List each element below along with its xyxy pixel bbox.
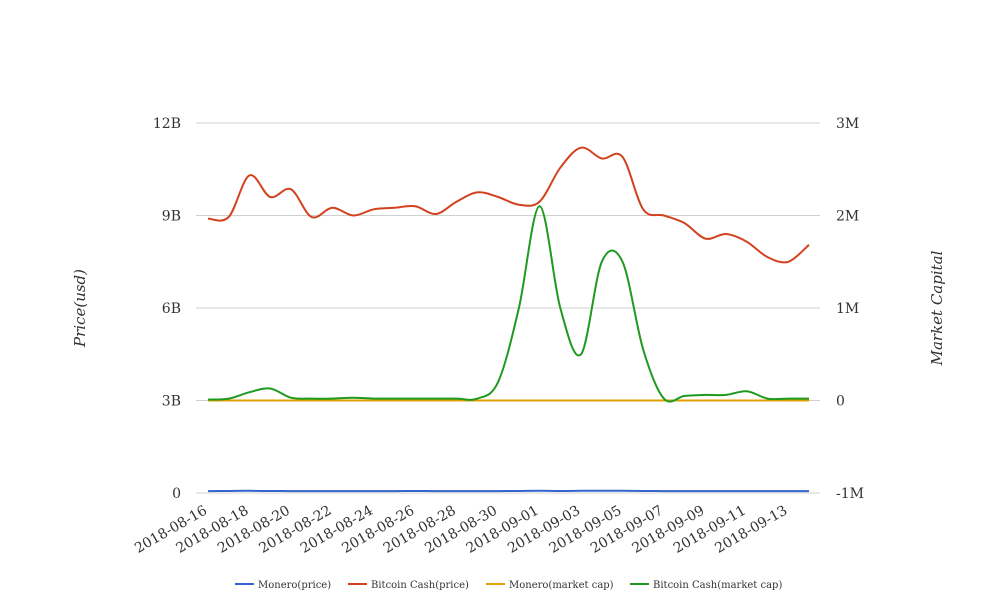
left-axis-ticks: 0 3B 6B 9B 12B xyxy=(153,116,181,502)
left-axis-title: Price(usd) xyxy=(71,269,89,348)
left-tick-label: 12B xyxy=(153,116,181,132)
left-tick-label: 9B xyxy=(162,209,181,225)
gridlines xyxy=(196,122,820,494)
legend-label-bitcoin-cash-price: Bitcoin Cash(price) xyxy=(371,580,469,591)
right-axis-ticks: -1M 0 1M 2M 3M xyxy=(836,116,864,502)
legend-label-monero-price: Monero(price) xyxy=(258,580,331,591)
right-tick-label: 0 xyxy=(836,394,845,410)
right-tick-label: 2M xyxy=(836,209,859,225)
right-tick-label: 3M xyxy=(836,116,859,132)
legend: Monero(price) Bitcoin Cash(price) Monero(m… xyxy=(235,580,782,591)
left-tick-label: 6B xyxy=(162,301,181,317)
series-line-bitcoin-cash-price xyxy=(207,146,810,264)
right-tick-label: -1M xyxy=(836,486,864,502)
right-axis-title: Market Capital xyxy=(928,250,946,366)
left-tick-label: 3B xyxy=(162,394,181,410)
left-tick-label: 0 xyxy=(172,486,181,502)
legend-label-bitcoin-cash-market-cap: Bitcoin Cash(market cap) xyxy=(653,580,782,591)
series-lines xyxy=(207,146,810,493)
x-axis-ticks: 2018-08-162018-08-182018-08-202018-08-22… xyxy=(132,503,790,557)
series-line-bitcoin-cash-market-cap xyxy=(207,205,809,403)
right-tick-label: 1M xyxy=(836,301,859,317)
legend-label-monero-market-cap: Monero(market cap) xyxy=(509,580,614,591)
